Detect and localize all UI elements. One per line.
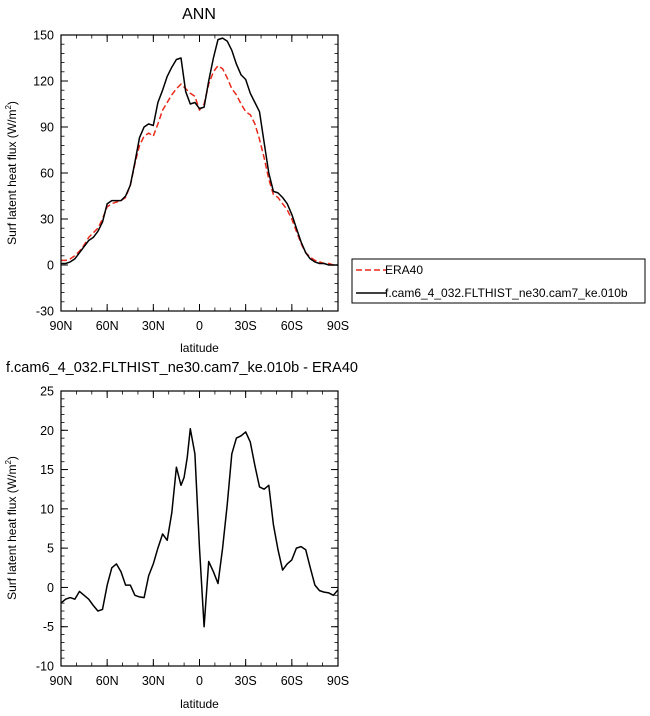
y-tick-label: 15	[40, 463, 54, 477]
x-tick-label: 30S	[235, 319, 257, 333]
legend: ERA40 f.cam6_4_032.FLTHIST_ne30.cam7_ke.…	[351, 258, 646, 304]
era40-line	[61, 64, 338, 266]
lower-y-axis-label: Surf latent heat flux (W/m2)	[4, 456, 19, 600]
legend-label-era40: ERA40	[385, 263, 423, 277]
lower-panel: f.cam6_4_032.FLTHIST_ne30.cam7_ke.010b -…	[4, 360, 358, 711]
y-tick-label: -5	[43, 620, 54, 634]
upper-series	[61, 37, 338, 266]
lower-plot-frame	[60, 390, 339, 667]
legend-box	[351, 258, 646, 304]
y-tick-label: 120	[33, 75, 54, 89]
x-tick-label: 30N	[142, 674, 165, 688]
upper-y-axis-label-close: )	[5, 101, 19, 105]
upper-x-tick-labels: 90N 60N 30N 0 30S 60S 90S	[50, 319, 350, 333]
lower-y-tick-labels: -10 -5 0 5 10 15 20 25	[36, 385, 54, 674]
x-tick-label: 60S	[281, 674, 303, 688]
difference-line	[60, 427, 339, 628]
x-tick-label: 60N	[96, 319, 119, 333]
lower-y-axis-label-main: Surf latent heat flux (W/m	[5, 465, 19, 600]
y-tick-label: 30	[40, 213, 54, 227]
upper-y-tick-labels: -30 0 30 60 90 120 150	[33, 29, 54, 319]
x-tick-label: 90S	[327, 319, 349, 333]
lower-y-axis-label-sup: 2	[4, 460, 13, 465]
x-tick-label: 30N	[142, 319, 165, 333]
y-tick-label: -10	[36, 660, 54, 674]
y-tick-label: 0	[47, 581, 54, 595]
upper-y-axis-label: Surf latent heat flux (W/m2)	[4, 101, 19, 245]
legend-label-model: f.cam6_4_032.FLTHIST_ne30.cam7_ke.010b	[385, 286, 628, 300]
y-tick-label: 25	[40, 385, 54, 399]
upper-ticks	[60, 34, 339, 312]
upper-x-axis-label: latitude	[180, 341, 219, 355]
upper-panel: ANN -30 0 30 60 90 120 150 90N 60N 30N 0 30S 60S 90S…	[4, 6, 349, 355]
y-tick-label: 10	[40, 502, 54, 516]
lower-title: f.cam6_4_032.FLTHIST_ne30.cam7_ke.010b -…	[6, 360, 358, 376]
model-line	[61, 37, 338, 266]
y-tick-label: -30	[36, 305, 54, 319]
x-tick-label: 0	[196, 319, 203, 333]
lower-ticks	[60, 390, 339, 667]
x-tick-label: 60S	[281, 319, 303, 333]
lower-x-axis-label: latitude	[180, 697, 219, 711]
upper-title: ANN	[182, 6, 216, 23]
y-tick-label: 150	[33, 29, 54, 43]
y-tick-label: 5	[47, 542, 54, 556]
upper-y-axis-label-sup: 2	[4, 105, 13, 110]
x-tick-label: 90N	[50, 319, 73, 333]
x-tick-label: 0	[196, 674, 203, 688]
x-tick-label: 90S	[327, 674, 349, 688]
x-tick-label: 30S	[235, 674, 257, 688]
lower-y-axis-label-close: )	[5, 456, 19, 460]
x-tick-label: 60N	[96, 674, 119, 688]
y-tick-label: 0	[47, 259, 54, 273]
lower-series	[60, 427, 339, 628]
y-tick-label: 90	[40, 121, 54, 135]
y-tick-label: 20	[40, 424, 54, 438]
x-tick-label: 90N	[50, 674, 73, 688]
upper-plot-frame	[60, 34, 339, 312]
lower-x-tick-labels: 90N 60N 30N 0 30S 60S 90S	[50, 674, 350, 688]
upper-y-axis-label-main: Surf latent heat flux (W/m	[5, 110, 19, 245]
y-tick-label: 60	[40, 167, 54, 181]
